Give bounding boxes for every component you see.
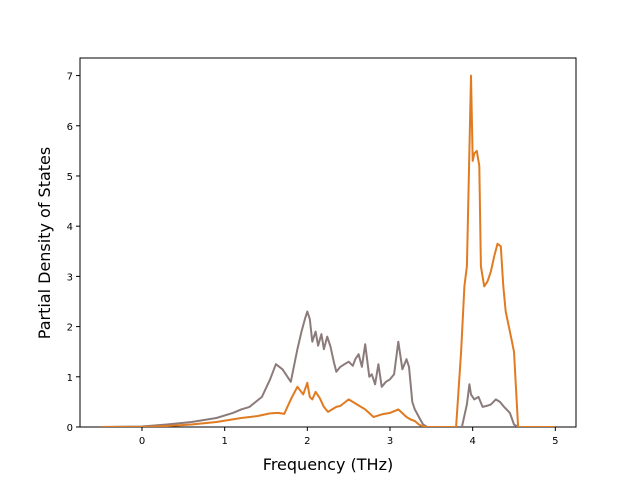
y-tick-label: 7 bbox=[67, 72, 73, 83]
y-tick-label: 1 bbox=[67, 373, 73, 384]
x-tick-label: 5 bbox=[552, 436, 558, 447]
y-tick-label: 5 bbox=[67, 172, 73, 183]
plot-area bbox=[79, 57, 577, 428]
y-tick-label: 3 bbox=[67, 272, 73, 283]
y-tick-label: 2 bbox=[67, 323, 73, 334]
x-axis-label: Frequency (THz) bbox=[263, 455, 393, 474]
y-tick-label: 4 bbox=[67, 222, 73, 233]
y-axis: 0 1 2 3 4 5 6 7 bbox=[67, 72, 80, 434]
x-tick-label: 4 bbox=[469, 436, 475, 447]
x-tick-label: 1 bbox=[221, 436, 227, 447]
series-layer bbox=[100, 74, 556, 427]
y-tick-label: 6 bbox=[67, 122, 73, 133]
plot-frame bbox=[79, 57, 577, 428]
x-axis: 0 1 2 3 4 5 bbox=[139, 427, 559, 447]
y-axis-label: Partial Density of States bbox=[35, 147, 54, 339]
series-line-2 bbox=[100, 74, 556, 427]
x-tick-label: 3 bbox=[387, 436, 393, 447]
series-line-1 bbox=[100, 310, 556, 427]
y-tick-label: 0 bbox=[67, 423, 73, 434]
x-tick-label: 2 bbox=[304, 436, 310, 447]
x-tick-label: 0 bbox=[139, 436, 145, 447]
